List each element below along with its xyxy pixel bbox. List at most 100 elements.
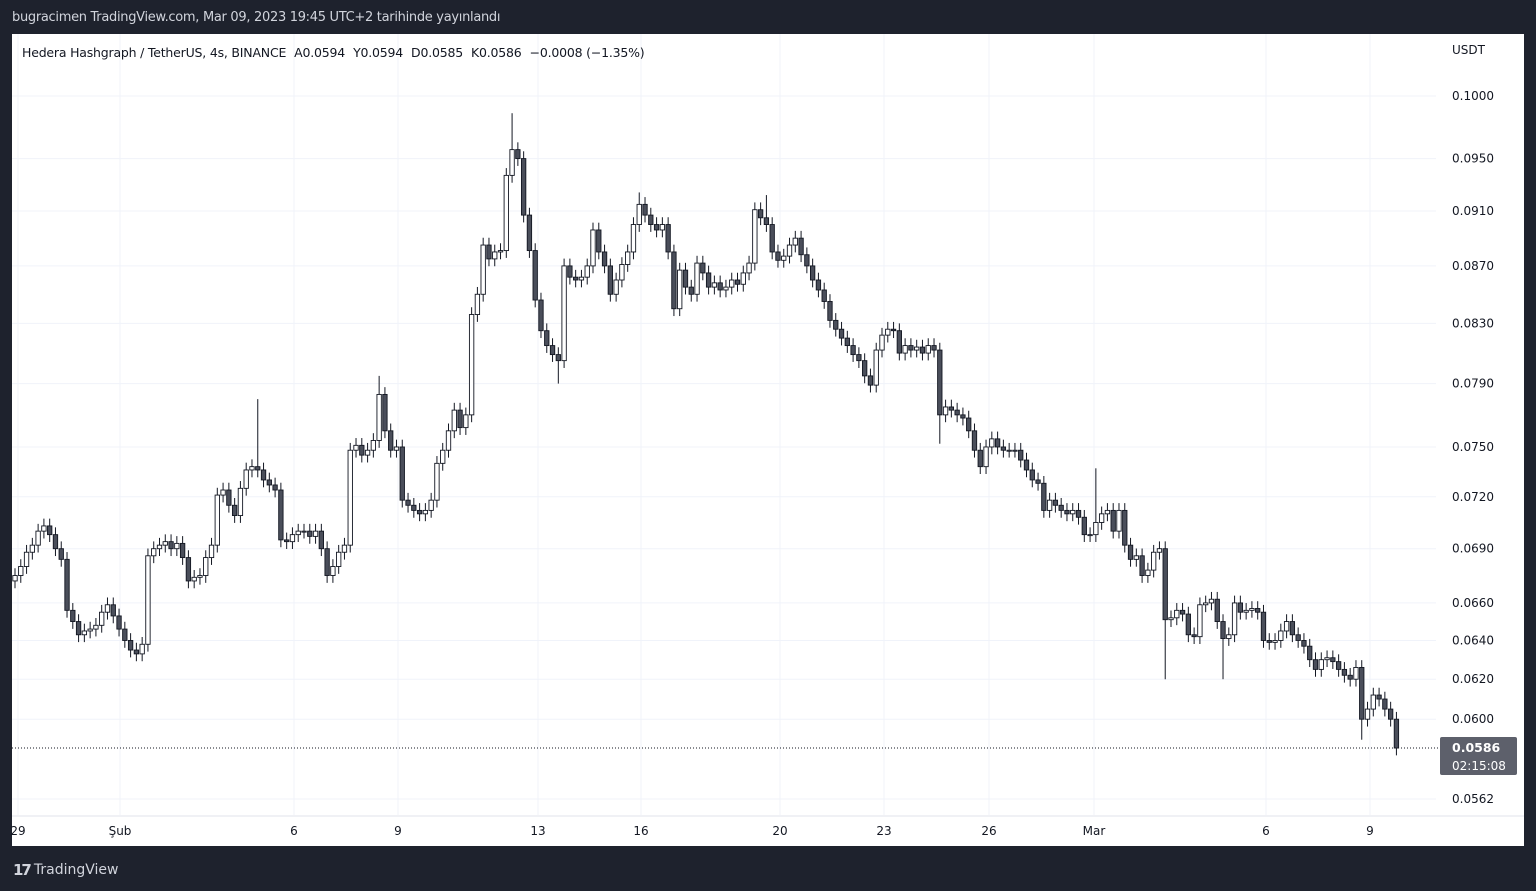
- candle: [47, 518, 53, 542]
- candle: [919, 339, 926, 361]
- candle-body: [1208, 598, 1215, 604]
- candle-body: [792, 237, 798, 246]
- candle: [1226, 627, 1232, 646]
- candle-body: [815, 279, 822, 291]
- candle: [740, 265, 746, 292]
- candle-body: [804, 254, 810, 267]
- candle: [145, 548, 151, 652]
- candle: [653, 217, 660, 238]
- candle-body: [1382, 698, 1388, 710]
- candle: [937, 342, 943, 444]
- candle: [792, 230, 798, 253]
- candle-body: [272, 484, 278, 491]
- candle: [798, 230, 804, 263]
- candle: [1203, 595, 1209, 613]
- candle: [1301, 633, 1307, 654]
- candle: [457, 402, 463, 435]
- candle-body: [520, 158, 527, 216]
- candle-body: [399, 446, 405, 501]
- candle-body: [480, 244, 486, 295]
- chart-panel[interactable]: [12, 34, 1524, 846]
- candle-body: [1318, 659, 1324, 670]
- candle-body: [1035, 479, 1041, 484]
- tradingview-logo[interactable]: 17 TradingView: [13, 861, 118, 879]
- candle: [347, 442, 353, 553]
- candle: [763, 195, 770, 232]
- candle-body: [405, 499, 411, 506]
- candle-body: [983, 446, 989, 468]
- candle: [422, 503, 429, 522]
- candle-body: [1179, 609, 1186, 615]
- candle: [908, 338, 914, 358]
- candle-body: [237, 487, 244, 517]
- candle: [966, 410, 972, 439]
- candle: [75, 614, 82, 643]
- candle-body: [665, 224, 671, 253]
- y-tick-label: 0.0720: [1452, 490, 1494, 504]
- candle: [833, 313, 839, 337]
- candle: [1104, 503, 1111, 522]
- currency-label: USDT: [1452, 43, 1486, 57]
- candle: [1208, 591, 1215, 611]
- candle: [156, 537, 163, 557]
- candle: [1272, 633, 1278, 650]
- candle: [1156, 541, 1163, 560]
- candle-body: [757, 209, 764, 219]
- candle-body: [47, 525, 53, 536]
- candle: [376, 375, 382, 448]
- candle: [1364, 701, 1371, 727]
- candle: [168, 534, 174, 557]
- candle: [1382, 691, 1388, 717]
- brand-name: TradingView: [33, 862, 119, 878]
- candle-body: [850, 345, 856, 356]
- candle: [1393, 711, 1400, 756]
- candle-body: [1214, 598, 1220, 623]
- candle-body: [1104, 509, 1111, 515]
- candle-body: [1312, 659, 1319, 670]
- candle-body: [243, 469, 249, 489]
- candle-body: [1151, 551, 1157, 571]
- candle-body: [809, 265, 816, 281]
- candle: [717, 275, 723, 298]
- candle-body: [133, 649, 140, 655]
- candle: [1214, 591, 1220, 629]
- candle: [1133, 548, 1139, 567]
- candle-body: [1266, 640, 1272, 643]
- candle: [994, 431, 1001, 455]
- candle-body: [1197, 604, 1203, 638]
- candle: [1312, 652, 1319, 677]
- candle: [312, 523, 319, 544]
- candle-body: [492, 251, 498, 260]
- candle: [977, 442, 983, 474]
- candle: [555, 347, 561, 384]
- candle-body: [336, 551, 342, 567]
- candle-body: [1335, 661, 1342, 670]
- candle-body: [723, 286, 729, 291]
- x-tick-label: Şub: [109, 824, 132, 838]
- y-tick-label: 0.0830: [1452, 316, 1494, 330]
- candle-body: [376, 393, 382, 441]
- candle-body: [35, 530, 41, 546]
- candle-body: [278, 489, 284, 541]
- candle-body: [445, 430, 452, 451]
- symbol-name[interactable]: Hedera Hashgraph / TetherUS, 4s, BINANCE: [22, 45, 287, 60]
- candle-body: [1393, 718, 1400, 749]
- candle-body: [873, 349, 879, 386]
- candle: [1029, 462, 1035, 488]
- candle: [1127, 537, 1134, 567]
- candle-body: [885, 328, 891, 336]
- candle: [601, 244, 608, 274]
- candle-body: [908, 345, 914, 351]
- candle-body: [1116, 509, 1122, 532]
- candle-body: [289, 534, 296, 543]
- candle-body: [1387, 708, 1394, 720]
- candle: [364, 442, 371, 463]
- candle-body: [532, 250, 538, 301]
- candle-body: [1000, 446, 1007, 451]
- candle: [590, 222, 596, 274]
- candle-body: [174, 542, 180, 550]
- candle: [336, 544, 342, 574]
- candle: [914, 339, 920, 358]
- candle: [1220, 614, 1226, 680]
